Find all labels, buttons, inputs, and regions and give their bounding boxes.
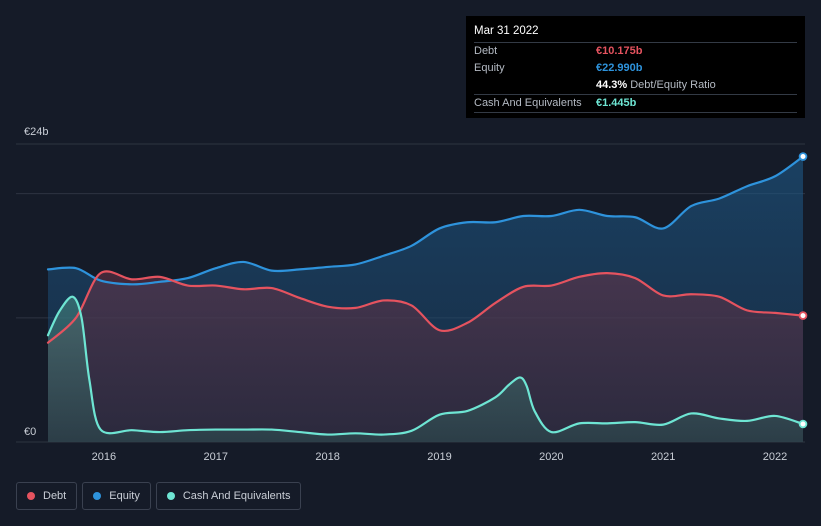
end-markers <box>798 152 808 429</box>
tooltip-ratio-label: Debt/Equity Ratio <box>630 79 716 91</box>
legend-debt-label: Debt <box>43 490 67 502</box>
tooltip-equity-row: Equity €22.990b <box>474 60 797 77</box>
equity-dot-icon <box>93 492 102 500</box>
debt-dot-icon <box>27 492 35 500</box>
x-tick-label: 2019 <box>427 451 451 463</box>
tooltip-cash-value: €1.445b <box>596 97 637 109</box>
cash-dot-icon <box>166 492 175 500</box>
y-axis-bottom-label: €0 <box>24 426 36 438</box>
legend-item-cash[interactable]: Cash And Equivalents <box>155 482 302 510</box>
equity-end-point[interactable] <box>798 152 808 161</box>
cash-end-point[interactable] <box>798 419 808 429</box>
tooltip-ratio-value: 44.3% <box>596 79 628 91</box>
tooltip-cash-label: Cash And Equivalents <box>474 97 582 109</box>
tooltip-debt-value: €10.175b <box>596 45 643 57</box>
chart-legend: Debt Equity Cash And Equivalents <box>16 482 302 510</box>
series-areas <box>48 156 803 443</box>
cash-line <box>46 295 805 436</box>
x-tick-label: 2016 <box>92 451 116 463</box>
x-tick-label: 2020 <box>539 451 563 463</box>
legend-item-debt[interactable]: Debt <box>16 482 78 510</box>
x-tick-label: 2022 <box>763 451 787 463</box>
legend-item-equity[interactable]: Equity <box>82 482 151 510</box>
tooltip-debt-row: Debt €10.175b <box>474 43 797 60</box>
cash-area <box>48 296 803 442</box>
legend-equity-label: Equity <box>109 490 140 502</box>
tooltip-ratio-wrap: 44.3% Debt/Equity Ratio <box>596 77 716 94</box>
x-tick-label: 2021 <box>651 451 675 463</box>
x-tick-label: 2018 <box>315 451 339 463</box>
tooltip-equity-value: €22.990b <box>596 62 643 74</box>
tooltip-debt-label: Debt <box>474 45 498 57</box>
tooltip-panel: Mar 31 2022 Debt €10.175b Equity €22.990… <box>466 16 805 118</box>
tooltip-equity-label: Equity <box>474 62 505 74</box>
legend-cash-label: Cash And Equivalents <box>182 490 291 502</box>
x-tick-label: 2017 <box>204 451 228 463</box>
tooltip-ratio-row: 44.3% Debt/Equity Ratio <box>474 77 797 95</box>
debt-area <box>48 271 803 442</box>
debt-line <box>46 270 805 344</box>
debt-end-point[interactable] <box>798 311 808 320</box>
tooltip-cash-row: Cash And Equivalents €1.445b <box>474 95 797 113</box>
axis-labels: €24b €0 2016 2017 2018 2019 2020 2021 2022 <box>24 126 787 463</box>
y-axis-top-label: €24b <box>24 126 48 138</box>
series-lines <box>46 155 805 436</box>
tooltip-date: Mar 31 2022 <box>474 22 797 43</box>
